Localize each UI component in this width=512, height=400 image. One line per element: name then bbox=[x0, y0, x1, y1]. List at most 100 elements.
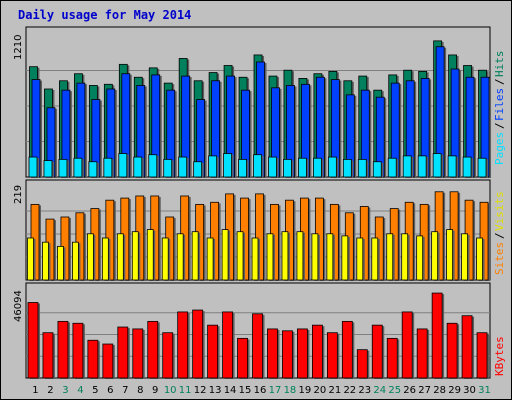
pages-bar bbox=[417, 155, 427, 178]
pages-bar bbox=[28, 156, 38, 178]
kbytes-bar bbox=[117, 326, 129, 379]
pages-bar bbox=[432, 153, 442, 178]
visits-bar bbox=[266, 233, 274, 281]
day-label: 7 bbox=[122, 385, 128, 396]
legend-sep-2: / bbox=[493, 78, 506, 85]
day-label: 19 bbox=[299, 385, 312, 396]
kbytes-bar bbox=[132, 328, 144, 379]
visits-bar bbox=[86, 233, 94, 281]
kbytes-bar bbox=[192, 309, 204, 379]
day-label: 11 bbox=[179, 385, 192, 396]
pages-bar bbox=[58, 158, 68, 178]
kbytes-bar bbox=[237, 337, 248, 379]
visits-bar bbox=[146, 229, 154, 281]
sites-ymax-label: 219 bbox=[13, 185, 24, 204]
pages-bar bbox=[447, 155, 457, 178]
day-label: 1 bbox=[32, 385, 38, 396]
day-label: 6 bbox=[107, 385, 113, 396]
day-label: 4 bbox=[77, 385, 83, 396]
pages-bar bbox=[193, 161, 203, 178]
kbytes-bar bbox=[356, 349, 368, 379]
kbytes-bar bbox=[416, 328, 428, 379]
pages-bar bbox=[238, 158, 247, 178]
day-label: 17 bbox=[269, 385, 282, 396]
kbytes-bar bbox=[282, 330, 293, 379]
kbytes-bar bbox=[267, 328, 278, 379]
day-label: 2 bbox=[47, 385, 53, 396]
pages-bar bbox=[163, 158, 173, 178]
kbytes-bar bbox=[87, 339, 99, 379]
pages-bar bbox=[103, 157, 113, 178]
day-label: 15 bbox=[239, 385, 252, 396]
day-label: 23 bbox=[358, 385, 371, 396]
pages-bar bbox=[88, 161, 98, 178]
visits-bar bbox=[72, 241, 79, 281]
pages-bar bbox=[43, 160, 53, 178]
pages-bar bbox=[208, 155, 218, 178]
pages-bar bbox=[148, 154, 158, 178]
legend-sep-3: / bbox=[493, 232, 506, 239]
pages-bar bbox=[402, 155, 412, 178]
visits-bar bbox=[416, 235, 424, 281]
day-label: 18 bbox=[284, 385, 297, 396]
day-label: 8 bbox=[137, 385, 143, 396]
pages-bar bbox=[73, 157, 83, 178]
pages-bar bbox=[253, 154, 262, 178]
visits-bar bbox=[131, 231, 139, 281]
kbytes-bar bbox=[311, 324, 323, 379]
kbytes-bar bbox=[177, 311, 189, 379]
kbytes-bar bbox=[102, 343, 114, 379]
kbytes-bar bbox=[401, 311, 413, 379]
pages-bar bbox=[178, 156, 188, 178]
kbytes-bar bbox=[207, 324, 219, 379]
kbytes-bar bbox=[371, 324, 383, 379]
pages-bar bbox=[477, 157, 487, 178]
pages-bar bbox=[223, 153, 232, 178]
legend-pages: Pages bbox=[493, 132, 506, 165]
day-label: 16 bbox=[254, 385, 267, 396]
kbytes-bar bbox=[446, 322, 458, 379]
visits-bar bbox=[206, 237, 214, 281]
kbytes-bar bbox=[297, 328, 308, 379]
pages-bar bbox=[342, 158, 352, 178]
visits-bar bbox=[431, 231, 439, 281]
kbytes-bar bbox=[431, 292, 443, 379]
pages-bar bbox=[327, 156, 337, 178]
kbytes-bar bbox=[252, 313, 263, 379]
day-label: 29 bbox=[448, 385, 461, 396]
day-label: 26 bbox=[403, 385, 416, 396]
kbytes-bar bbox=[386, 337, 398, 379]
visits-bar bbox=[386, 233, 394, 281]
kbytes-bar bbox=[57, 320, 69, 379]
visits-bar bbox=[296, 231, 304, 281]
kbytes-bar bbox=[326, 332, 338, 379]
day-label: 5 bbox=[92, 385, 98, 396]
day-label: 14 bbox=[224, 385, 237, 396]
visits-bar bbox=[476, 237, 483, 281]
day-label: 25 bbox=[388, 385, 401, 396]
visits-bar bbox=[446, 229, 453, 281]
kbytes-bar bbox=[341, 320, 353, 379]
visits-bar bbox=[116, 233, 124, 281]
pages-bar bbox=[118, 153, 128, 178]
hits-ymax-label: 1210 bbox=[13, 35, 24, 60]
kbytes-bar bbox=[222, 311, 233, 379]
kbytes-bar bbox=[476, 332, 488, 379]
kbytes-bar bbox=[72, 322, 84, 379]
legend-sites: Sites bbox=[493, 242, 506, 275]
visits-bar bbox=[371, 237, 379, 281]
pages-bar bbox=[372, 161, 382, 178]
day-label: 28 bbox=[433, 385, 446, 396]
day-label: 9 bbox=[152, 385, 158, 396]
visits-bar bbox=[42, 241, 49, 281]
day-label: 13 bbox=[209, 385, 222, 396]
visits-bar bbox=[101, 237, 109, 281]
visits-bar bbox=[161, 237, 169, 281]
visits-bar bbox=[27, 237, 34, 281]
visits-bar bbox=[461, 233, 468, 281]
visits-bar bbox=[221, 229, 229, 281]
hits-legend: Pages / Files / Hits bbox=[493, 51, 506, 166]
pages-bar bbox=[268, 156, 277, 178]
sites-legend: Sites / Visits bbox=[493, 191, 506, 275]
